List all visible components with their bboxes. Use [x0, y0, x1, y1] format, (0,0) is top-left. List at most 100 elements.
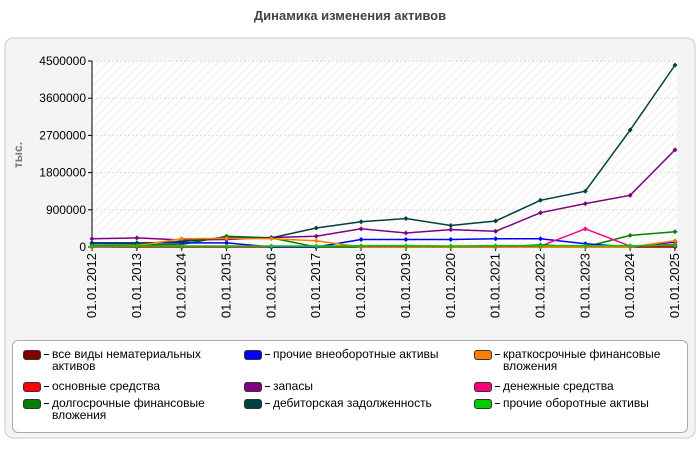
- point: [313, 243, 319, 249]
- legend-item: все виды нематериальных активов: [23, 348, 244, 380]
- y-tick-label: 3600000: [39, 91, 86, 105]
- legend: все виды нематериальных активов основные …: [12, 340, 688, 433]
- legend-swatch: [474, 382, 492, 392]
- point: [358, 226, 364, 232]
- x-tick-label: 01.01.2023: [577, 253, 592, 318]
- legend-swatch: [244, 382, 262, 392]
- point: [268, 243, 274, 249]
- point: [134, 235, 140, 241]
- point: [134, 243, 140, 249]
- legend-swatch: [23, 350, 41, 360]
- point: [224, 243, 230, 249]
- point: [224, 235, 230, 241]
- point: [403, 230, 409, 236]
- series-line: [92, 237, 676, 248]
- legend-dash: [265, 354, 270, 355]
- legend-item: основные средства: [23, 380, 244, 397]
- legend-swatch: [474, 399, 492, 409]
- legend-swatch: [23, 399, 41, 409]
- x-tick-label: 01.01.2015: [219, 253, 234, 318]
- legend-dash: [495, 403, 500, 404]
- point: [313, 225, 319, 231]
- point: [582, 201, 588, 207]
- legend-swatch: [474, 350, 492, 360]
- x-tick-label: 01.01.2020: [443, 253, 458, 318]
- x-tick-label: 01.01.2016: [263, 253, 278, 318]
- legend-swatch: [23, 382, 41, 392]
- series-line: [92, 244, 676, 247]
- series-line: [91, 149, 676, 241]
- x-tick-label: 01.01.2013: [129, 253, 144, 318]
- point: [672, 62, 678, 68]
- point: [582, 188, 588, 194]
- point: [627, 192, 633, 198]
- y-tick-label: 2700000: [39, 128, 86, 142]
- point: [627, 232, 633, 238]
- legend-item: запасы: [244, 380, 474, 397]
- point: [179, 236, 185, 242]
- point: [403, 237, 409, 243]
- legend-label: прочие оборотные активы: [503, 396, 649, 410]
- point: [179, 239, 185, 245]
- point: [537, 210, 543, 216]
- point: [493, 243, 499, 249]
- legend-label: прочие внеоборотные активы: [273, 347, 439, 361]
- point: [313, 233, 319, 239]
- legend-item: дебиторская задолженность: [244, 397, 474, 427]
- x-tick-label: 01.01.2012: [84, 253, 99, 318]
- point: [358, 243, 364, 249]
- point: [89, 243, 95, 249]
- point: [672, 147, 678, 153]
- point: [448, 223, 454, 229]
- legend-label: основные средства: [52, 379, 161, 393]
- point: [179, 243, 185, 249]
- legend-item: краткосрочные финансовые вложения: [474, 348, 684, 380]
- legend-item: прочие оборотные активы: [474, 397, 684, 427]
- point: [448, 227, 454, 233]
- legend-dash: [495, 386, 500, 387]
- series-line: [91, 64, 676, 245]
- point: [537, 197, 543, 203]
- legend-label: долгосрочные финансовые вложения: [52, 396, 205, 422]
- legend-swatch: [244, 399, 262, 409]
- y-tick-label: 900000: [46, 203, 86, 217]
- legend-dash: [44, 386, 49, 387]
- x-tick-label: 01.01.2024: [622, 253, 637, 318]
- point: [627, 127, 633, 133]
- x-tick-label: 01.01.2022: [532, 253, 547, 318]
- point: [582, 243, 588, 249]
- point: [403, 243, 409, 249]
- x-tick-label: 01.01.2017: [308, 253, 323, 318]
- y-tick-label: 0: [79, 240, 86, 254]
- point: [537, 236, 543, 242]
- legend-dash: [265, 403, 270, 404]
- x-tick-label: 01.01.2014: [174, 253, 189, 318]
- point: [582, 226, 588, 232]
- legend-item: прочие внеоборотные активы: [244, 348, 474, 380]
- x-tick-label: 01.01.2025: [667, 253, 682, 318]
- point: [672, 242, 678, 248]
- x-tick-label: 01.01.2019: [398, 253, 413, 318]
- legend-label: запасы: [273, 379, 313, 393]
- x-tick-label: 01.01.2018: [353, 253, 368, 318]
- point: [493, 228, 499, 234]
- point: [627, 243, 633, 249]
- point: [224, 240, 230, 246]
- y-tick-label: 4500000: [39, 54, 86, 68]
- point: [448, 243, 454, 249]
- legend-item: денежные средства: [474, 380, 684, 397]
- legend-dash: [495, 354, 500, 355]
- y-axis-label: тыс.: [11, 142, 25, 168]
- legend-label: все виды нематериальных активов: [52, 347, 201, 373]
- point: [89, 236, 95, 242]
- point: [493, 218, 499, 224]
- series-line: [91, 237, 676, 248]
- point: [403, 215, 409, 221]
- x-tick-label: 01.01.2021: [488, 253, 503, 318]
- point: [268, 236, 274, 242]
- point: [358, 237, 364, 243]
- point: [313, 238, 319, 244]
- point: [672, 238, 678, 244]
